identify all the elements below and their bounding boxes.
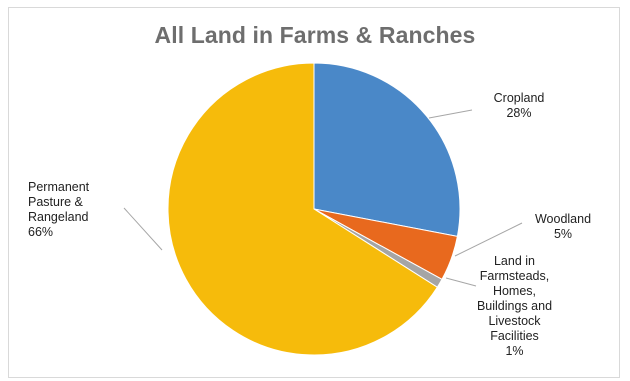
slice-label: Permanent Pasture & Rangeland 66% — [28, 180, 118, 240]
slice-label-line: Livestock — [488, 314, 541, 328]
slice-label-line: Farmsteads, — [479, 269, 550, 283]
slice-label-line: Rangeland — [28, 210, 89, 224]
pie-slices — [167, 62, 461, 356]
slice-label-line: Land in — [493, 254, 535, 268]
leader-line — [454, 222, 523, 257]
slice-percent: 28% — [506, 106, 532, 120]
chart-title: All Land in Farms & Ranches — [154, 22, 476, 48]
leader-line — [445, 277, 477, 287]
slice-label-line: Facilities — [490, 329, 539, 343]
pie-slice-cropland — [313, 62, 461, 237]
leader-lines — [123, 109, 523, 287]
slice-label: Woodland 5% — [526, 212, 600, 242]
slice-label-line: Permanent — [28, 180, 90, 194]
leader-line — [428, 109, 473, 119]
slice-percent: 66% — [28, 225, 54, 239]
pie-slice-permanent-pasture-rangeland — [167, 62, 438, 356]
slice-label: Cropland 28% — [474, 91, 564, 121]
slice-label-line: Buildings and — [476, 299, 553, 313]
leader-line — [123, 207, 163, 251]
slice-label-line: Homes, — [492, 284, 537, 298]
slice-label-line: Cropland — [493, 91, 545, 105]
slice-percent: 5% — [553, 227, 573, 241]
slice-label: Land in Farmsteads, Homes, Buildings and Liv… — [462, 254, 567, 359]
slice-label-line: Pasture & — [28, 195, 83, 209]
slice-label-line: Woodland — [534, 212, 592, 226]
slice-percent: 1% — [505, 344, 524, 358]
